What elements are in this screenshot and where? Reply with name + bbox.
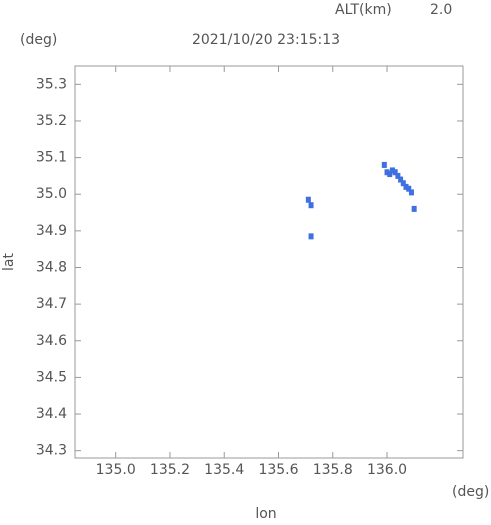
- y-tick-label: 34.8: [36, 259, 67, 275]
- y-tick-label: 35.0: [36, 186, 67, 202]
- echo-point: [308, 202, 314, 209]
- echo-point: [408, 189, 414, 196]
- echo-point: [381, 161, 387, 168]
- x-tick-label: 135.4: [204, 462, 244, 478]
- y-tick-label: 34.4: [36, 406, 67, 422]
- echo-point: [395, 172, 401, 179]
- echo-point: [387, 171, 393, 178]
- echo-point: [389, 167, 395, 174]
- x-tick-label: 135.8: [313, 462, 353, 478]
- x-tick-label: 135.6: [258, 462, 298, 478]
- x-unit: (deg): [452, 484, 489, 500]
- echo-point: [305, 196, 311, 203]
- y-tick-label: 35.3: [36, 76, 67, 92]
- y-tick-label: 35.2: [36, 113, 67, 129]
- plot-frame: [74, 65, 464, 459]
- y-tick-label: 34.6: [36, 333, 67, 349]
- echo-point: [308, 233, 314, 240]
- y-unit: (deg): [20, 32, 57, 48]
- x-tick-label: 135.0: [96, 462, 136, 478]
- echo-point: [384, 169, 390, 176]
- altitude-value: 2.0: [430, 2, 452, 18]
- x-tick-label: 135.2: [150, 462, 190, 478]
- chart-title: 2021/10/20 23:15:13: [192, 32, 340, 48]
- x-tick-label: 136.0: [367, 462, 407, 478]
- echo-point: [403, 183, 409, 190]
- y-tick-label: 34.9: [36, 223, 67, 239]
- echo-point: [406, 185, 412, 192]
- y-tick-label: 35.1: [36, 150, 67, 166]
- y-tick-label: 34.5: [36, 369, 67, 385]
- echo-point: [411, 205, 417, 212]
- y-axis-label: lat: [1, 253, 17, 271]
- x-axis-label: lon: [255, 506, 276, 521]
- echo-point: [392, 169, 398, 176]
- y-tick-label: 34.7: [36, 296, 67, 312]
- y-tick-label: 34.3: [36, 443, 67, 459]
- altitude-label: ALT(km): [335, 2, 392, 18]
- echo-point: [398, 176, 404, 183]
- echo-point: [400, 180, 406, 187]
